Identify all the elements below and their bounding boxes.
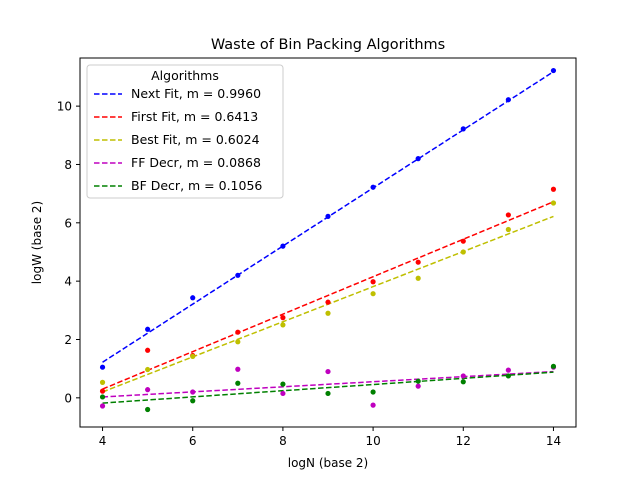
y-tick-label: 2 xyxy=(64,333,72,347)
data-point-series-0 xyxy=(370,184,376,190)
x-axis: 4 6 8 10 12 14 xyxy=(99,427,561,448)
x-axis-label: logN (base 2) xyxy=(288,456,369,470)
data-point-series-3 xyxy=(190,389,196,395)
x-tick-label: 8 xyxy=(279,434,287,448)
data-point-series-4 xyxy=(235,380,241,386)
data-point-series-0 xyxy=(505,97,511,103)
data-point-series-0 xyxy=(235,272,241,278)
data-point-series-1 xyxy=(235,329,241,335)
legend-box xyxy=(86,64,284,199)
data-point-series-2 xyxy=(505,226,511,233)
data-point-series-3 xyxy=(280,390,286,397)
data-point-series-2 xyxy=(370,291,376,297)
data-point-series-0 xyxy=(415,156,421,162)
fit-line-series-3 xyxy=(102,370,554,398)
data-point-series-3 xyxy=(145,387,151,393)
data-point-series-3 xyxy=(505,367,511,373)
y-tick-label: 6 xyxy=(64,216,72,230)
data-point-series-0 xyxy=(325,213,331,219)
data-point-series-4 xyxy=(325,390,331,397)
data-point-series-3 xyxy=(415,383,421,389)
data-point-series-2 xyxy=(325,310,331,316)
legend-label: Next Fit, m = 0.9960 xyxy=(131,86,261,101)
legend-title: Algorithms xyxy=(151,68,219,83)
data-point-series-2 xyxy=(550,200,557,206)
data-point-series-4 xyxy=(505,373,511,379)
data-point-series-1 xyxy=(415,259,421,265)
y-axis-label: logW (base 2) xyxy=(30,201,44,284)
legend: Algorithms Next Fit, m = 0.9960 First Fit… xyxy=(86,64,284,199)
data-point-series-3 xyxy=(235,366,241,372)
data-point-series-4 xyxy=(415,378,421,384)
legend-label: First Fit, m = 0.6413 xyxy=(131,109,258,124)
data-point-series-2 xyxy=(235,339,241,345)
legend-label: FF Decr, m = 0.0868 xyxy=(131,155,261,170)
legend-label: Best Fit, m = 0.6024 xyxy=(131,132,260,147)
data-point-series-0 xyxy=(99,364,106,370)
data-point-series-1 xyxy=(370,279,376,285)
data-point-series-4 xyxy=(460,379,466,385)
data-point-series-4 xyxy=(280,381,286,387)
data-point-series-2 xyxy=(99,379,106,385)
data-point-series-1 xyxy=(550,186,557,192)
data-point-series-1 xyxy=(99,388,106,394)
data-point-series-2 xyxy=(415,275,421,281)
data-point-series-0 xyxy=(190,295,196,301)
x-tick-label: 6 xyxy=(189,434,197,448)
axes-frame xyxy=(79,57,577,428)
data-point-series-3 xyxy=(99,403,106,409)
fit-line-series-4 xyxy=(102,371,554,404)
data-point-series-1 xyxy=(460,238,466,244)
x-tick-label: 4 xyxy=(99,434,107,448)
plot-area xyxy=(99,67,557,413)
data-point-series-4 xyxy=(190,398,196,404)
data-point-series-2 xyxy=(280,322,286,328)
legend-label: BF Decr, m = 0.1056 xyxy=(131,178,262,193)
chart-title: Waste of Bin Packing Algorithms xyxy=(211,37,445,53)
data-point-series-0 xyxy=(145,326,151,332)
y-tick-label: 0 xyxy=(64,391,72,405)
data-point-series-3 xyxy=(460,373,466,379)
data-point-series-1 xyxy=(145,347,151,353)
data-point-series-4 xyxy=(99,394,106,400)
y-axis: 0 2 4 6 8 10 xyxy=(57,100,80,405)
x-tick-label: 12 xyxy=(456,434,471,448)
fit-line-series-1 xyxy=(102,201,554,390)
data-point-series-4 xyxy=(370,389,376,395)
x-tick-label: 10 xyxy=(365,434,380,448)
data-point-series-0 xyxy=(460,126,466,132)
data-point-series-4 xyxy=(550,363,557,369)
data-point-series-3 xyxy=(370,402,376,408)
data-point-series-1 xyxy=(325,299,331,305)
data-point-series-4 xyxy=(145,406,151,413)
y-tick-label: 8 xyxy=(64,158,72,172)
data-point-series-2 xyxy=(460,249,466,255)
y-tick-label: 4 xyxy=(64,275,72,289)
data-point-series-1 xyxy=(505,212,511,218)
y-tick-label: 10 xyxy=(57,100,72,114)
data-point-series-1 xyxy=(280,315,286,321)
data-point-series-0 xyxy=(550,67,557,74)
data-point-series-2 xyxy=(190,353,196,360)
data-point-series-0 xyxy=(280,243,286,249)
data-point-series-3 xyxy=(325,368,331,375)
data-point-series-2 xyxy=(145,366,151,373)
x-tick-label: 14 xyxy=(546,434,561,448)
